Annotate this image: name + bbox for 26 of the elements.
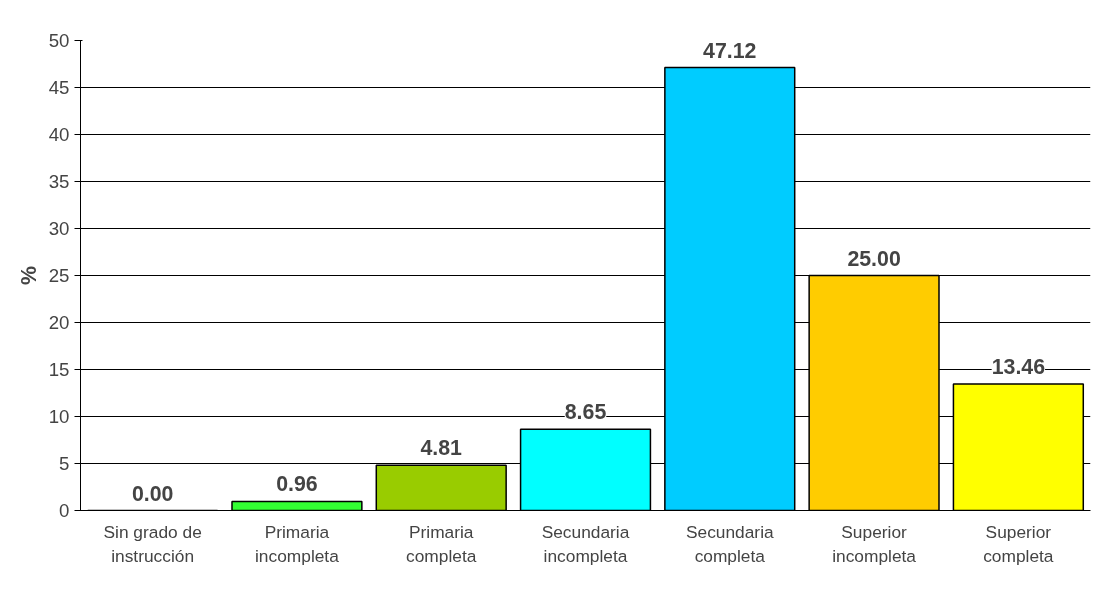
y-tick-label: 30: [48, 218, 70, 239]
data-label: 0.00: [131, 481, 174, 506]
y-axis-title: %: [16, 265, 41, 285]
data-label: 25.00: [847, 246, 901, 271]
y-tick-label: 5: [59, 453, 70, 474]
y-tick-label: 15: [48, 359, 70, 380]
x-tick-label: Sin grado de instrucción: [103, 521, 202, 566]
data-label: 13.46: [991, 354, 1046, 379]
x-tick-label: Secundaria incompleta: [541, 521, 630, 566]
x-tick-label: Primaria completa: [406, 521, 477, 566]
y-tick-label: 35: [48, 171, 70, 192]
data-label: 8.65: [564, 400, 607, 425]
y-tick-label: 0: [59, 500, 70, 521]
y-tick-label: 45: [48, 77, 70, 98]
data-label: 4.81: [420, 436, 463, 461]
x-tick-label: Secundaria completa: [685, 521, 774, 566]
y-tick-label: 40: [48, 124, 70, 145]
y-tick-label: 10: [48, 406, 70, 427]
data-label: 47.12: [703, 38, 757, 63]
y-tick-label: 25: [48, 265, 70, 286]
y-tick-label: 50: [48, 30, 70, 51]
x-tick-label: Superior completa: [983, 521, 1054, 566]
data-label: 0.96: [276, 472, 318, 497]
x-tick-label: Superior incompleta: [832, 521, 917, 566]
y-tick-label: 20: [48, 312, 70, 333]
x-tick-label: Primaria incompleta: [255, 521, 340, 566]
